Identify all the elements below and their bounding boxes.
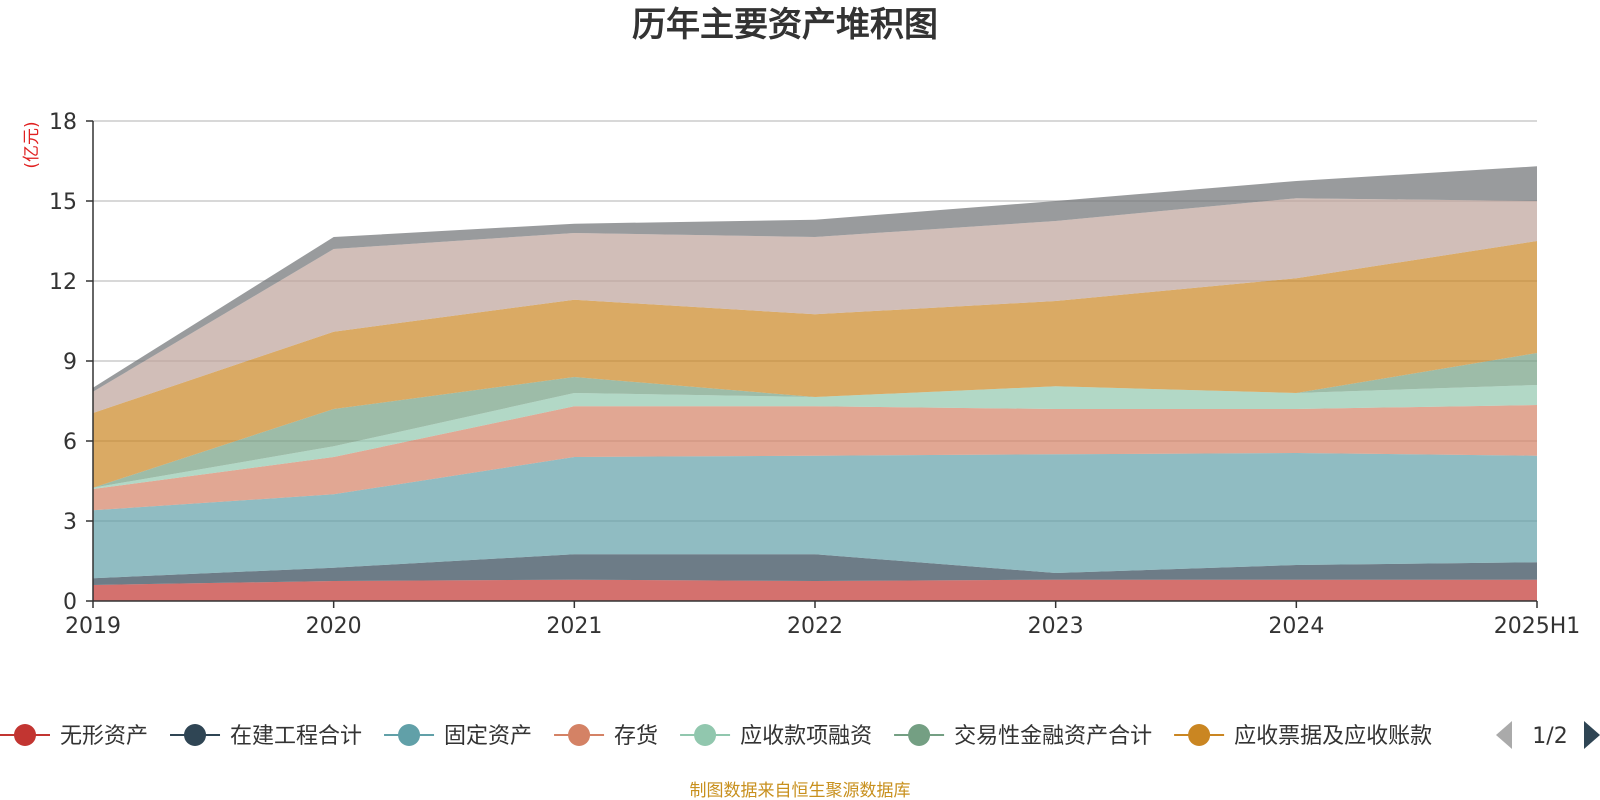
legend-item[interactable]: 应收款项融资 xyxy=(680,724,872,749)
y-tick-label: 6 xyxy=(63,430,77,455)
legend-next-page-icon[interactable] xyxy=(1584,721,1600,749)
series-area-5 xyxy=(93,385,1537,489)
legend-label: 无形资产 xyxy=(60,724,148,749)
legend-marker-icon xyxy=(568,724,591,746)
legend-prev-page-icon[interactable] xyxy=(1496,721,1512,749)
y-tick-label: 15 xyxy=(49,190,77,215)
legend-marker-icon xyxy=(398,724,421,746)
series-area-3 xyxy=(93,453,1537,579)
x-tick-label: 2020 xyxy=(306,614,362,639)
legend-page-indicator: 1/2 xyxy=(1532,724,1567,749)
legend-label: 存货 xyxy=(614,724,658,749)
y-axis-unit: (亿元) xyxy=(22,121,42,168)
legend-item[interactable]: 存货 xyxy=(554,724,658,749)
legend-marker-icon xyxy=(1188,724,1211,746)
x-tick-label: 2021 xyxy=(546,614,602,639)
axes xyxy=(86,120,1538,608)
legend-item[interactable]: 在建工程合计 xyxy=(170,724,362,749)
x-tick-label: 2019 xyxy=(65,614,121,639)
x-tick-label: 2023 xyxy=(1028,614,1084,639)
legend-item[interactable]: 无形资产 xyxy=(0,724,148,749)
y-tick-label: 12 xyxy=(49,270,77,295)
x-tick-label: 2022 xyxy=(787,614,843,639)
chart-title: 历年主要资产堆积图 xyxy=(632,5,938,45)
x-tick-label: 2024 xyxy=(1268,614,1324,639)
legend-label: 在建工程合计 xyxy=(230,724,362,749)
legend-item[interactable]: 应收票据及应收账款 xyxy=(1174,724,1432,749)
legend-marker-icon xyxy=(14,724,36,746)
legend-label: 应收票据及应收账款 xyxy=(1234,724,1432,749)
series-areas xyxy=(93,166,1537,601)
legend-marker-icon xyxy=(184,724,207,746)
legend-item[interactable]: 固定资产 xyxy=(384,724,532,749)
series-area-4 xyxy=(93,405,1537,511)
legend-item[interactable]: 交易性金融资产合计 xyxy=(894,724,1152,749)
y-tick-label: 18 xyxy=(49,110,77,135)
series-area-8 xyxy=(93,198,1537,413)
series-area-2 xyxy=(93,554,1537,585)
legend-label: 应收款项融资 xyxy=(740,724,872,749)
x-tick-label: 2025H1 xyxy=(1494,614,1581,639)
data-source-note: 制图数据来自恒生聚源数据库 xyxy=(690,781,911,800)
series-area-6 xyxy=(93,353,1537,488)
y-tick-label: 3 xyxy=(63,510,77,535)
legend-pager: 1/2 xyxy=(1496,721,1600,749)
legend-label: 固定资产 xyxy=(444,724,532,749)
tick-labels: 0 3 6 9 12 15 18 2019 2020 2021 2022 2023 2024 2025H1 xyxy=(49,110,1580,639)
legend-marker-icon xyxy=(908,724,931,746)
y-tick-label: 9 xyxy=(63,350,77,375)
legend-marker-icon xyxy=(694,724,717,746)
series-area-7 xyxy=(93,241,1537,488)
y-tick-label: 0 xyxy=(63,590,77,615)
series-area-1 xyxy=(93,579,1537,601)
legend-label: 交易性金融资产合计 xyxy=(954,724,1152,749)
series-area-9 xyxy=(93,166,1537,392)
legend: 无形资产 在建工程合计 固定资产 存货 应收款项融资 交易性金融资产合计 应收票据及应收账款 xyxy=(0,724,1432,749)
